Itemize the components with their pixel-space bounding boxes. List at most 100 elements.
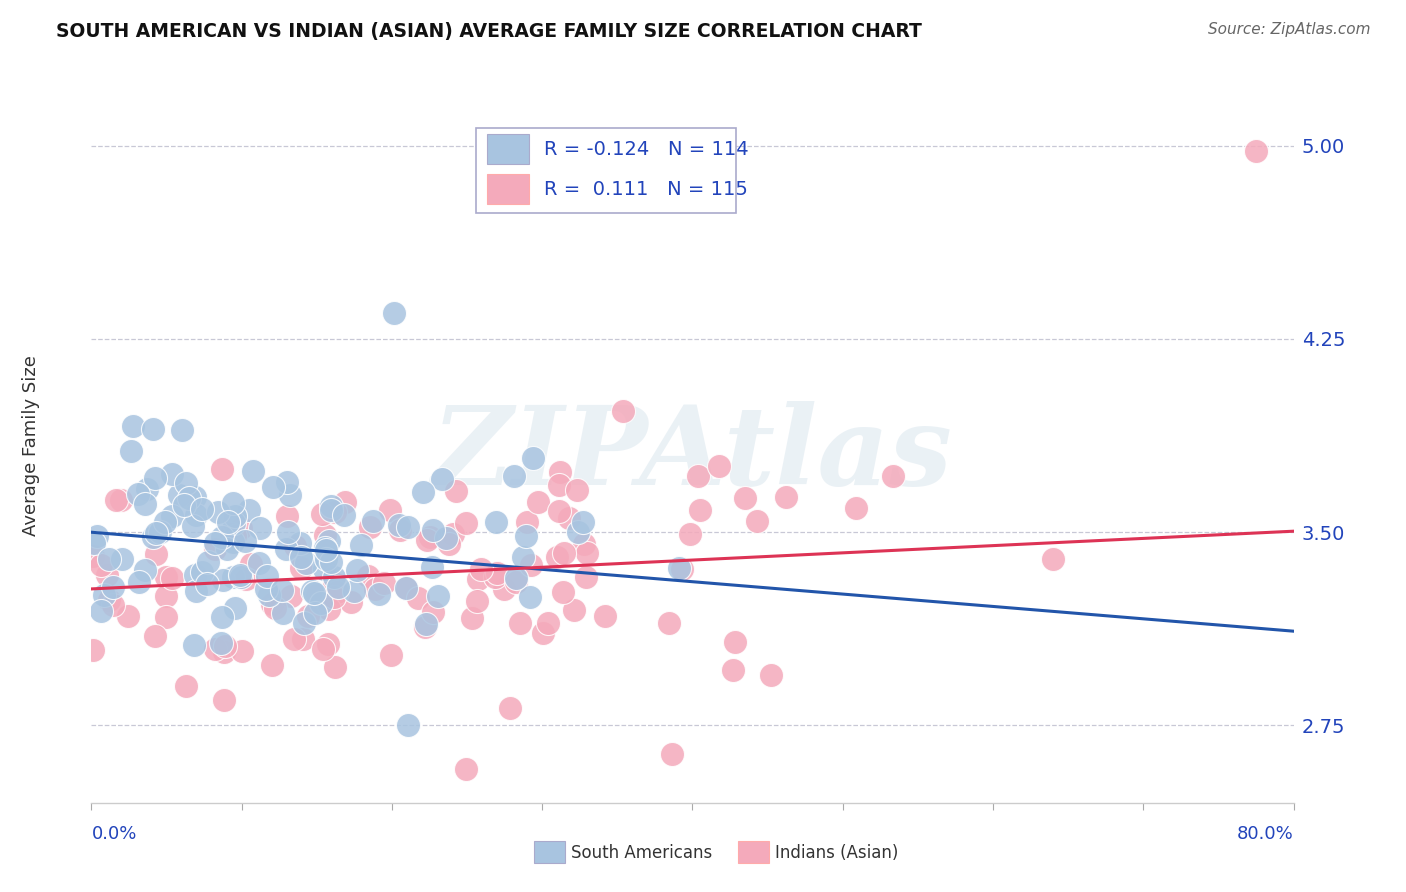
- Point: [184, 567, 207, 582]
- Point: [499, 700, 522, 714]
- Point: [382, 306, 405, 320]
- Point: [212, 573, 235, 587]
- Point: [503, 469, 526, 483]
- Point: [90, 558, 112, 573]
- Point: [155, 609, 177, 624]
- Point: [558, 511, 581, 525]
- Point: [122, 418, 145, 433]
- Point: [270, 583, 292, 598]
- Point: [276, 475, 298, 490]
- Point: [562, 603, 585, 617]
- Point: [231, 644, 253, 658]
- Point: [145, 547, 167, 561]
- Text: 0.0%: 0.0%: [91, 825, 136, 843]
- Point: [515, 528, 537, 542]
- Point: [576, 546, 599, 560]
- Point: [271, 606, 294, 620]
- Point: [155, 589, 177, 603]
- Point: [312, 641, 335, 656]
- Point: [321, 499, 343, 513]
- Point: [775, 490, 797, 504]
- Point: [465, 594, 488, 608]
- Point: [572, 516, 595, 530]
- Point: [183, 490, 205, 504]
- Point: [295, 556, 318, 570]
- Point: [111, 552, 134, 566]
- Point: [419, 530, 441, 544]
- Point: [467, 572, 489, 586]
- Point: [575, 570, 598, 584]
- Point: [319, 555, 342, 569]
- Point: [380, 502, 402, 516]
- Point: [142, 530, 165, 544]
- Point: [1042, 552, 1064, 566]
- Point: [505, 575, 527, 590]
- Point: [658, 616, 681, 631]
- Point: [734, 491, 756, 506]
- Point: [153, 516, 176, 530]
- Point: [283, 632, 305, 646]
- Point: [284, 539, 307, 553]
- Point: [668, 561, 690, 575]
- Point: [143, 629, 166, 643]
- Point: [522, 451, 544, 466]
- Point: [707, 458, 730, 473]
- Point: [82, 549, 104, 564]
- Text: 80.0%: 80.0%: [1237, 825, 1294, 843]
- Point: [290, 549, 312, 564]
- Point: [231, 520, 253, 534]
- Point: [170, 423, 193, 437]
- Point: [204, 541, 226, 556]
- Point: [516, 515, 538, 529]
- Point: [254, 582, 277, 597]
- Point: [288, 535, 311, 549]
- Point: [260, 597, 283, 611]
- Point: [186, 508, 208, 522]
- Point: [229, 569, 252, 583]
- Point: [142, 422, 165, 436]
- Point: [485, 515, 508, 529]
- Point: [326, 584, 349, 599]
- Point: [217, 515, 239, 529]
- Point: [181, 519, 204, 533]
- Point: [104, 493, 127, 508]
- Point: [318, 602, 340, 616]
- Point: [388, 523, 411, 537]
- Point: [167, 488, 190, 502]
- Point: [315, 552, 337, 566]
- Point: [387, 517, 409, 532]
- Point: [533, 625, 555, 640]
- Point: [224, 601, 246, 615]
- Text: SOUTH AMERICAN VS INDIAN (ASIAN) AVERAGE FAMILY SIZE CORRELATION CHART: SOUTH AMERICAN VS INDIAN (ASIAN) AVERAGE…: [56, 22, 922, 41]
- Text: Indians (Asian): Indians (Asian): [775, 844, 898, 862]
- Point: [430, 472, 453, 486]
- Point: [191, 502, 214, 516]
- Text: Average Family Size: Average Family Size: [22, 356, 39, 536]
- Point: [512, 549, 534, 564]
- Point: [222, 534, 245, 549]
- Point: [395, 582, 418, 596]
- Point: [325, 660, 347, 674]
- Point: [436, 531, 458, 545]
- Text: South Americans: South Americans: [571, 844, 711, 862]
- Point: [86, 529, 108, 543]
- Point: [422, 605, 444, 619]
- Point: [162, 571, 184, 585]
- Point: [204, 536, 226, 550]
- Point: [276, 508, 298, 523]
- Point: [191, 566, 214, 580]
- Point: [323, 505, 346, 519]
- Point: [460, 611, 482, 625]
- Point: [277, 524, 299, 539]
- Point: [224, 529, 246, 543]
- Point: [101, 598, 124, 612]
- Point: [134, 498, 156, 512]
- Point: [314, 541, 336, 555]
- Point: [162, 508, 184, 523]
- Point: [321, 503, 343, 517]
- Point: [574, 537, 596, 551]
- Point: [485, 566, 508, 581]
- Point: [312, 561, 335, 575]
- Point: [396, 520, 419, 534]
- Point: [444, 484, 467, 499]
